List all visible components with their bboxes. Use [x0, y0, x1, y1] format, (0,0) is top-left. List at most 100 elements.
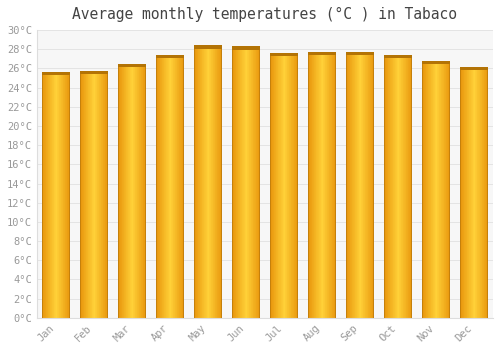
- Bar: [330, 52, 331, 318]
- Bar: [181, 55, 182, 318]
- Bar: [233, 47, 234, 318]
- Bar: [373, 52, 374, 318]
- Bar: [432, 61, 434, 318]
- Bar: [183, 55, 184, 318]
- Bar: [214, 46, 216, 318]
- Bar: [105, 71, 106, 318]
- Bar: [80, 71, 108, 74]
- Bar: [486, 68, 487, 318]
- Bar: [445, 61, 446, 318]
- Bar: [448, 61, 449, 318]
- Bar: [368, 52, 369, 318]
- Bar: [440, 61, 441, 318]
- Bar: [172, 55, 174, 318]
- Bar: [98, 71, 100, 318]
- Bar: [124, 64, 125, 318]
- Bar: [106, 71, 107, 318]
- Bar: [259, 47, 260, 318]
- Bar: [89, 71, 90, 318]
- Bar: [292, 53, 293, 318]
- Bar: [385, 55, 386, 318]
- Bar: [369, 52, 370, 318]
- Bar: [393, 55, 394, 318]
- Bar: [384, 55, 411, 58]
- Bar: [411, 55, 412, 318]
- Bar: [449, 61, 450, 318]
- Bar: [194, 46, 195, 318]
- Bar: [165, 55, 166, 318]
- Bar: [425, 61, 426, 318]
- Bar: [398, 55, 400, 318]
- Bar: [288, 53, 290, 318]
- Bar: [461, 68, 462, 318]
- Bar: [481, 68, 482, 318]
- Bar: [423, 61, 424, 318]
- Bar: [48, 72, 49, 318]
- Bar: [87, 71, 88, 318]
- Bar: [50, 72, 51, 318]
- Bar: [46, 72, 47, 318]
- Bar: [66, 72, 67, 318]
- Bar: [466, 68, 467, 318]
- Bar: [410, 55, 411, 318]
- Bar: [42, 72, 70, 75]
- Bar: [80, 71, 81, 318]
- Bar: [49, 72, 50, 318]
- Bar: [408, 55, 409, 318]
- Bar: [480, 68, 481, 318]
- Bar: [465, 68, 466, 318]
- Bar: [235, 47, 236, 318]
- Bar: [358, 52, 360, 318]
- Bar: [487, 68, 488, 318]
- Bar: [217, 46, 218, 318]
- Bar: [371, 52, 372, 318]
- Bar: [54, 72, 55, 318]
- Bar: [328, 52, 329, 318]
- Bar: [174, 55, 176, 318]
- Bar: [293, 53, 294, 318]
- Bar: [386, 55, 387, 318]
- Bar: [430, 61, 431, 318]
- Bar: [90, 71, 91, 318]
- Bar: [95, 71, 96, 318]
- Bar: [142, 64, 143, 318]
- Bar: [56, 72, 57, 318]
- Bar: [133, 64, 134, 318]
- Bar: [221, 46, 222, 318]
- Bar: [196, 46, 197, 318]
- Bar: [322, 52, 324, 318]
- Bar: [207, 46, 208, 318]
- Bar: [279, 53, 280, 318]
- Bar: [130, 64, 131, 318]
- Bar: [271, 53, 272, 318]
- Bar: [357, 52, 358, 318]
- Bar: [427, 61, 428, 318]
- Bar: [232, 47, 233, 318]
- Bar: [373, 52, 374, 318]
- Bar: [443, 61, 444, 318]
- Bar: [319, 52, 320, 318]
- Bar: [53, 72, 54, 318]
- Bar: [364, 52, 365, 318]
- Bar: [309, 52, 310, 318]
- Bar: [259, 47, 260, 318]
- Bar: [276, 53, 277, 318]
- Bar: [347, 52, 348, 318]
- Bar: [240, 47, 241, 318]
- Bar: [439, 61, 440, 318]
- Bar: [447, 61, 448, 318]
- Bar: [179, 55, 180, 318]
- Bar: [123, 64, 124, 318]
- Bar: [205, 46, 206, 318]
- Bar: [388, 55, 389, 318]
- Bar: [280, 53, 281, 318]
- Bar: [464, 68, 465, 318]
- Bar: [446, 61, 447, 318]
- Bar: [237, 47, 238, 318]
- Bar: [143, 64, 144, 318]
- Bar: [468, 68, 469, 318]
- Bar: [384, 55, 385, 318]
- Bar: [221, 46, 222, 318]
- Bar: [295, 53, 296, 318]
- Bar: [360, 52, 362, 318]
